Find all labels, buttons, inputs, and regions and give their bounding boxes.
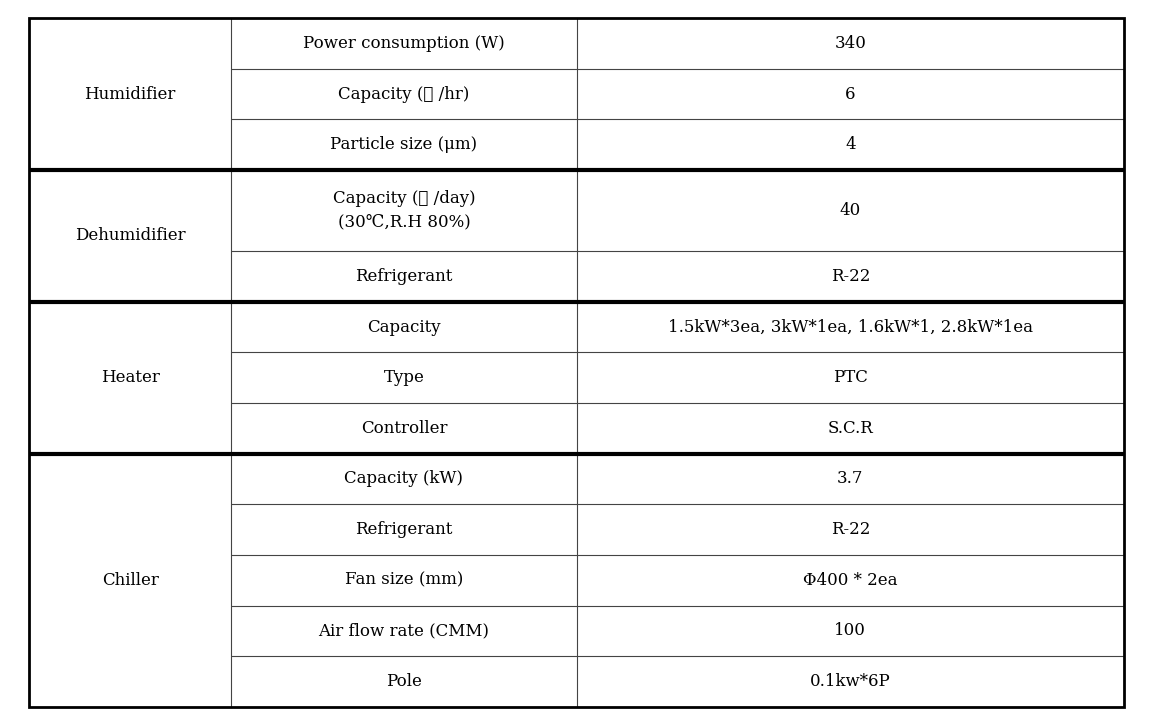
Text: R-22: R-22	[830, 268, 871, 285]
Text: Type: Type	[384, 369, 424, 386]
Text: PTC: PTC	[832, 369, 868, 386]
Text: Pole: Pole	[386, 673, 422, 690]
Text: R-22: R-22	[830, 521, 871, 538]
Text: Heater: Heater	[100, 369, 159, 386]
Text: Particle size (μm): Particle size (μm)	[331, 136, 477, 153]
Text: Humidifier: Humidifier	[84, 86, 175, 103]
Text: Chiller: Chiller	[101, 572, 159, 589]
Text: 40: 40	[839, 202, 861, 219]
Text: 100: 100	[835, 622, 866, 639]
Text: Dehumidifier: Dehumidifier	[75, 228, 186, 244]
Text: Capacity: Capacity	[367, 318, 440, 336]
Text: Capacity (ℓ /hr): Capacity (ℓ /hr)	[338, 86, 469, 103]
Text: S.C.R: S.C.R	[828, 420, 873, 437]
Text: Fan size (mm): Fan size (mm)	[345, 572, 464, 589]
Text: Refrigerant: Refrigerant	[355, 521, 453, 538]
Text: Controller: Controller	[361, 420, 447, 437]
Text: 340: 340	[835, 35, 866, 52]
Text: 0.1kw*6P: 0.1kw*6P	[809, 673, 891, 690]
Text: Capacity (kW): Capacity (kW)	[345, 471, 464, 487]
Text: 3.7: 3.7	[837, 471, 864, 487]
Text: Power consumption (W): Power consumption (W)	[303, 35, 505, 52]
Text: Air flow rate (CMM): Air flow rate (CMM)	[318, 622, 490, 639]
Text: 6: 6	[845, 86, 856, 103]
Text: 1.5kW*3ea, 3kW*1ea, 1.6kW*1, 2.8kW*1ea: 1.5kW*3ea, 3kW*1ea, 1.6kW*1, 2.8kW*1ea	[668, 318, 1033, 336]
Text: Capacity (ℓ /day)
(30℃,R.H 80%): Capacity (ℓ /day) (30℃,R.H 80%)	[333, 191, 475, 231]
Text: 4: 4	[845, 136, 856, 153]
Text: Φ400 * 2ea: Φ400 * 2ea	[804, 572, 897, 589]
Text: Refrigerant: Refrigerant	[355, 268, 453, 285]
